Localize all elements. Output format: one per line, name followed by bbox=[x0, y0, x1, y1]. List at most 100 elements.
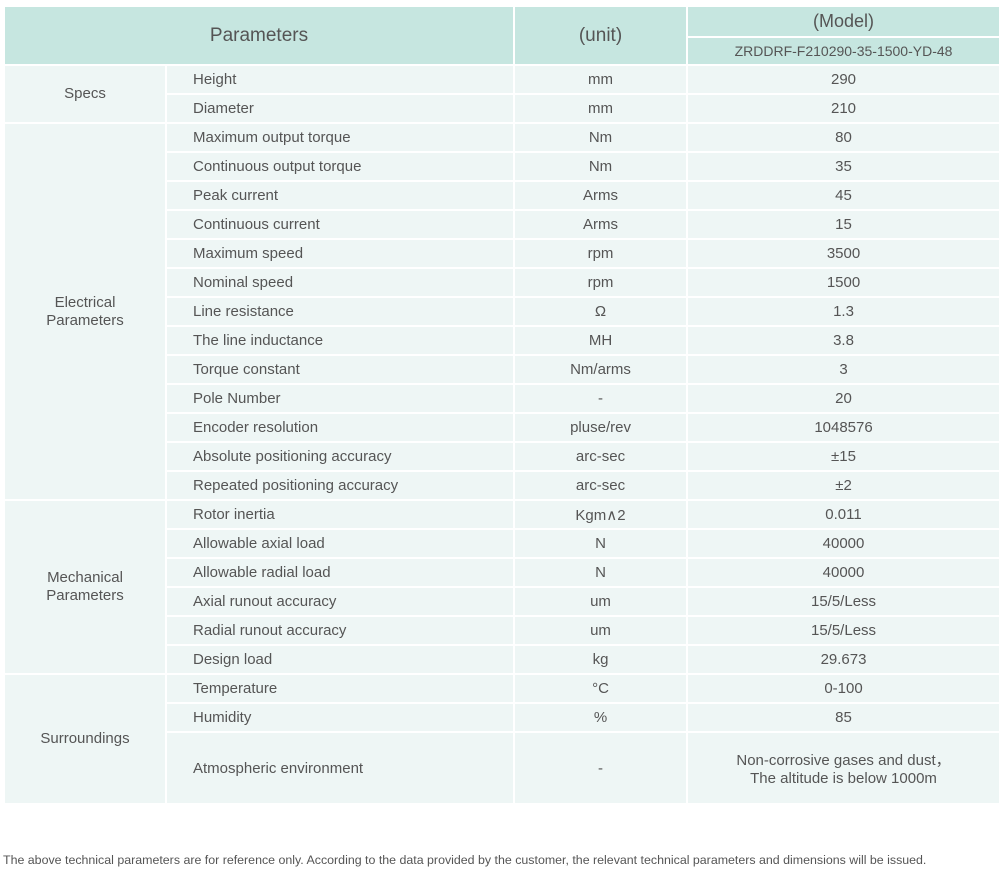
table-row: Mechanical Parameters Rotor inertia Kgm∧2 0… bbox=[3, 499, 999, 675]
header-unit: (unit) bbox=[513, 5, 689, 66]
header-model-name: ZRDDRF-F210290-35-1500-YD-48 bbox=[686, 36, 999, 66]
table-row: Peak current Arms 45 bbox=[4, 180, 999, 211]
group-name: Specs bbox=[64, 85, 106, 102]
table-row: Line resistance Ω 1.3 bbox=[4, 296, 999, 327]
table-row: Continuous output torque Nm 35 bbox=[4, 151, 999, 182]
unit: - bbox=[513, 383, 689, 414]
unit: - bbox=[513, 731, 689, 805]
parameter-name: Diameter bbox=[164, 93, 516, 124]
value: 29.673 bbox=[686, 644, 999, 675]
unit: Ω bbox=[513, 296, 689, 327]
value: 15 bbox=[686, 209, 999, 240]
parameter-name: Allowable axial load bbox=[164, 528, 516, 559]
parameter-name: Nominal speed bbox=[164, 267, 516, 298]
unit: arc-sec bbox=[513, 441, 689, 472]
group-cell: Electrical Parameters bbox=[3, 122, 167, 501]
table-body: Specs Height mm 290 Diameter mm 210 Electrical … bbox=[3, 64, 999, 805]
table-row: Axial runout accuracy um 15/5/Less bbox=[4, 586, 999, 617]
table-row: Humidity% 85 bbox=[4, 702, 999, 733]
parameter-name: Maximum speed bbox=[164, 238, 516, 269]
table-row: Continuous current Arms 15 bbox=[4, 209, 999, 240]
parameter-name: Continuous output torque bbox=[164, 151, 516, 182]
parameter-name: Axial runout accuracy bbox=[164, 586, 516, 617]
value: 0.011 bbox=[686, 499, 999, 530]
unit: mm bbox=[513, 64, 689, 95]
parameter-name: Maximum output torque bbox=[164, 122, 516, 153]
parameter-name: Height bbox=[164, 64, 516, 95]
unit: pluse/rev bbox=[513, 412, 689, 443]
table-row: Surroundings Temperature °C 0-100 bbox=[3, 673, 999, 805]
unit: mm bbox=[513, 93, 689, 124]
table-row: Pole Number -20 bbox=[4, 383, 999, 414]
unit: rpm bbox=[513, 238, 689, 269]
value: 20 bbox=[686, 383, 999, 414]
table-row: Maximum speed rpm 3500 bbox=[4, 238, 999, 269]
parameter-name: Torque constant bbox=[164, 354, 516, 385]
parameter-name: Rotor inertia bbox=[164, 499, 516, 530]
value: 45 bbox=[686, 180, 999, 211]
unit: um bbox=[513, 615, 689, 646]
value: 210 bbox=[686, 93, 999, 124]
table-row: Atmospheric environment - Non-corrosive ga… bbox=[4, 731, 999, 805]
value: 1048576 bbox=[686, 412, 999, 443]
value: ±15 bbox=[686, 441, 999, 472]
header-model: (Model) bbox=[686, 5, 999, 38]
group-cell: Surroundings bbox=[3, 673, 167, 805]
value: 15/5/Less bbox=[686, 615, 999, 646]
parameter-name: Atmospheric environment bbox=[164, 731, 516, 805]
value: 3 bbox=[686, 354, 999, 385]
value: 0-100 bbox=[686, 673, 999, 704]
parameter-name: Absolute positioning accuracy bbox=[164, 441, 516, 472]
parameter-name: The line inductance bbox=[164, 325, 516, 356]
value: 35 bbox=[686, 151, 999, 182]
group-name: Surroundings bbox=[40, 730, 130, 747]
group-name: Mechanical Parameters bbox=[46, 569, 124, 604]
parameter-name: Radial runout accuracy bbox=[164, 615, 516, 646]
unit: Nm/arms bbox=[513, 354, 689, 385]
parameter-name: Peak current bbox=[164, 180, 516, 211]
value: 3.8 bbox=[686, 325, 999, 356]
unit: kg bbox=[513, 644, 689, 675]
parameter-name: Continuous current bbox=[164, 209, 516, 240]
unit: arc-sec bbox=[513, 470, 689, 501]
table-row: Absolute positioning accuracy arc-sec ±15 bbox=[4, 441, 999, 472]
unit: Nm bbox=[513, 122, 689, 153]
table-row: The line inductance MH 3.8 bbox=[4, 325, 999, 356]
table-row: Electrical Parameters Maximum output torq… bbox=[3, 122, 999, 501]
parameter-name: Design load bbox=[164, 644, 516, 675]
value-line: Non-corrosive gases and dust， bbox=[736, 752, 951, 769]
value: 40000 bbox=[686, 528, 999, 559]
parameter-name: Repeated positioning accuracy bbox=[164, 470, 516, 501]
value: 15/5/Less bbox=[686, 586, 999, 617]
table-row: Design load kg 29.673 bbox=[4, 644, 999, 675]
value: 85 bbox=[686, 702, 999, 733]
unit: rpm bbox=[513, 267, 689, 298]
value: 1500 bbox=[686, 267, 999, 298]
table-row: Nominal speed rpm 1500 bbox=[4, 267, 999, 298]
parameter-name: Line resistance bbox=[164, 296, 516, 327]
value: 3500 bbox=[686, 238, 999, 269]
value: 290 bbox=[686, 64, 999, 95]
footnote: The above technical parameters are for r… bbox=[3, 853, 927, 867]
parameter-name: Temperature bbox=[164, 673, 516, 704]
unit: Arms bbox=[513, 209, 689, 240]
group-cell: Mechanical Parameters bbox=[3, 499, 167, 675]
table-row: Torque constant Nm/arms 3 bbox=[4, 354, 999, 385]
table-row: Allowable axial load N 40000 bbox=[4, 528, 999, 559]
value-line: The altitude is below 1000m bbox=[750, 770, 937, 787]
group-cell: Specs bbox=[3, 64, 167, 124]
table-row: Encoder resolution pluse/rev 1048576 bbox=[4, 412, 999, 443]
header-parameters: Parameters bbox=[2, 5, 516, 66]
unit: °C bbox=[513, 673, 689, 704]
group-name: Electrical Parameters bbox=[46, 293, 124, 329]
unit: MH bbox=[513, 325, 689, 356]
unit: Kgm∧2 bbox=[513, 499, 689, 530]
value: 80 bbox=[686, 122, 999, 153]
parameter-name: Humidity bbox=[164, 702, 516, 733]
table-row: Diameter mm 210 bbox=[4, 93, 999, 124]
spec-table: Parameters (unit) (Model) ZRDDRF-F210290… bbox=[2, 5, 999, 805]
parameter-name: Pole Number bbox=[164, 383, 516, 414]
value: Non-corrosive gases and dust， The altitud… bbox=[686, 731, 999, 805]
unit: % bbox=[513, 702, 689, 733]
